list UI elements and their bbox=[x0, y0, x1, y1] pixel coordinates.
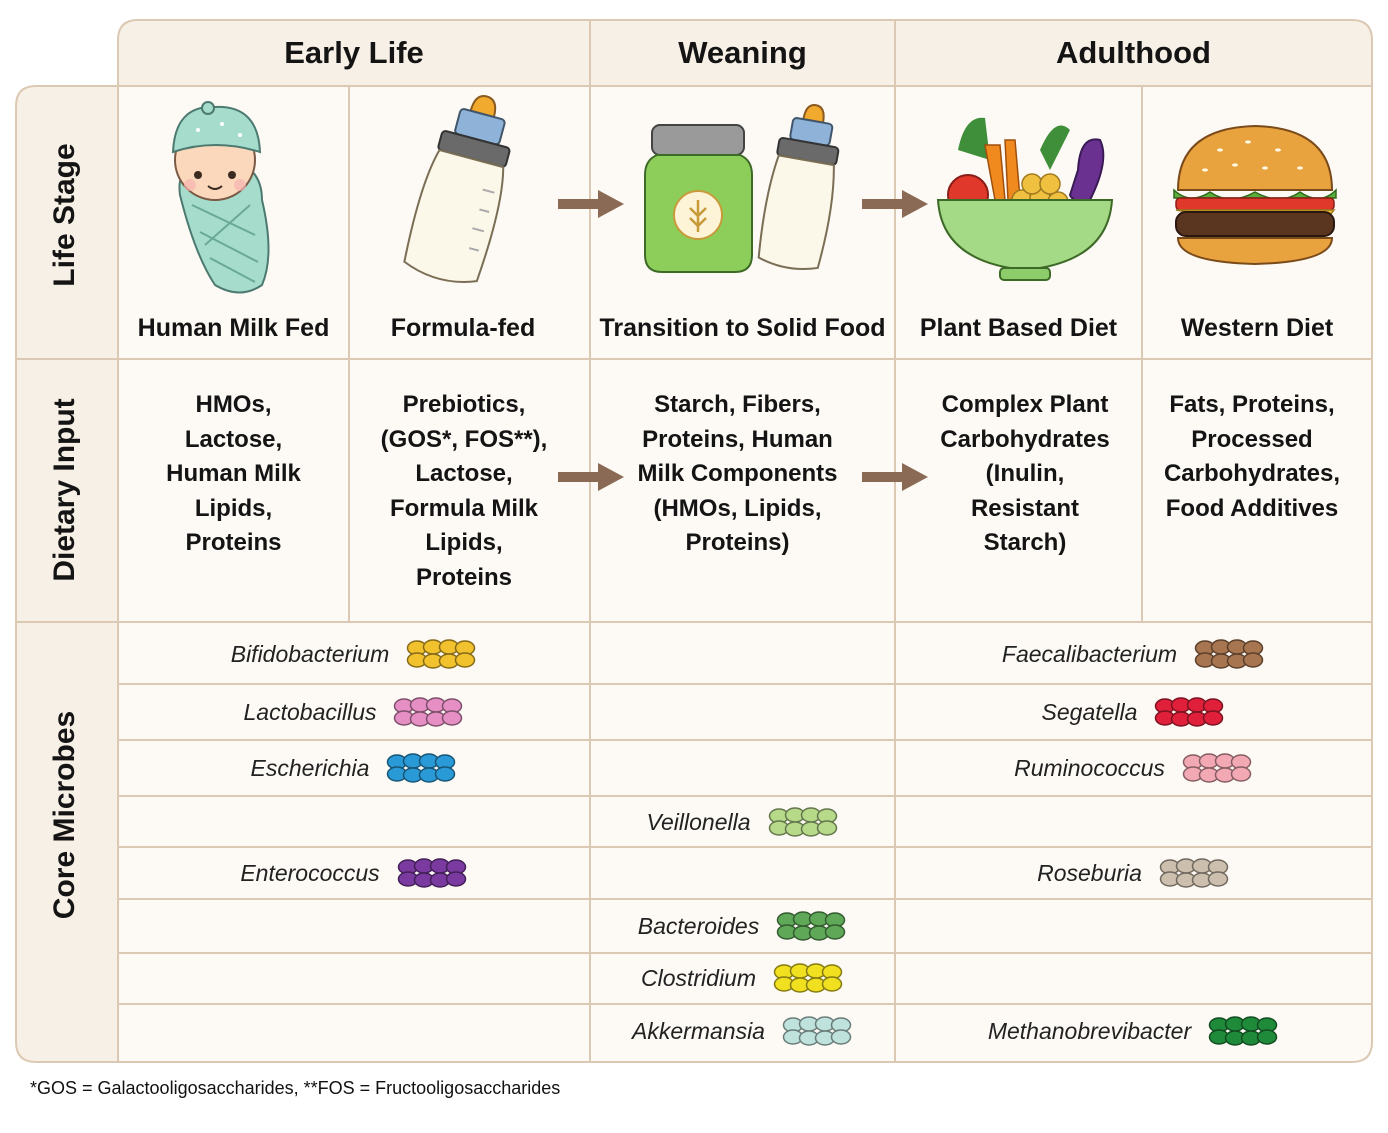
life-stage-transition: Transition to Solid Food bbox=[599, 313, 886, 342]
hamburger-icon bbox=[1173, 124, 1337, 266]
microbe-entry: Veillonella bbox=[590, 802, 895, 842]
microbe-name: Roseburia bbox=[1037, 859, 1142, 886]
microbe-name: Enterococcus bbox=[240, 859, 380, 886]
baby-bottle-icon bbox=[403, 95, 511, 283]
microbe-entry: Bacteroides bbox=[590, 906, 895, 946]
dietary-input-transition: Starch, Fibers, Proteins, Human Milk Com… bbox=[637, 391, 838, 556]
arrow-icon bbox=[862, 190, 928, 218]
bacteria-cluster-icon bbox=[782, 1016, 852, 1046]
arrow-icon bbox=[558, 190, 624, 218]
microbe-entry: Segatella bbox=[895, 692, 1372, 732]
column-header-early-life: Early Life bbox=[284, 35, 424, 70]
bacteria-cluster-icon bbox=[776, 911, 846, 941]
microbe-name: Ruminococcus bbox=[1014, 754, 1165, 781]
microbe-name: Bifidobacterium bbox=[230, 640, 390, 667]
row-label-band bbox=[15, 85, 119, 1063]
grid-lines bbox=[16, 20, 1372, 1062]
microbe-entry: Bifidobacterium bbox=[118, 634, 590, 674]
bacteria-cluster-icon bbox=[1182, 753, 1252, 783]
bacteria-cluster-icon bbox=[1155, 697, 1224, 727]
microbe-entry: Ruminococcus bbox=[895, 748, 1372, 788]
microbe-entry: Roseburia bbox=[895, 853, 1372, 893]
microbe-entry: Clostridium bbox=[590, 958, 895, 998]
bacteria-cluster-icon bbox=[1208, 1016, 1278, 1046]
footnote: *GOS = Galactooligosaccharides, **FOS = … bbox=[30, 1078, 561, 1098]
arrow-icon bbox=[862, 463, 928, 491]
microbe-name: Lactobacillus bbox=[243, 698, 377, 725]
bacteria-cluster-icon bbox=[1194, 639, 1264, 669]
bacteria-cluster-icon bbox=[407, 639, 476, 669]
life-stage-formula-fed: Formula-fed bbox=[390, 313, 536, 342]
bacteria-cluster-icon bbox=[773, 963, 843, 993]
microbe-name: Veillonella bbox=[646, 808, 751, 835]
column-header-weaning: Weaning bbox=[678, 35, 807, 70]
bacteria-cluster-icon bbox=[394, 697, 463, 727]
vegetable-bowl-icon bbox=[936, 117, 1114, 281]
microbe-name: Segatella bbox=[1041, 698, 1138, 725]
dietary-input-human-milk-fed: HMOs, Lactose, Human Milk Lipids, Protei… bbox=[166, 391, 301, 556]
bacteria-cluster-icon bbox=[768, 807, 837, 837]
dietary-input-plant-based: Complex Plant Carbohydrates (Inulin, Res… bbox=[940, 391, 1110, 556]
microbe-name: Faecalibacterium bbox=[1001, 640, 1178, 667]
life-stage-human-milk-fed: Human Milk Fed bbox=[137, 313, 330, 342]
bacteria-cluster-icon bbox=[397, 858, 466, 888]
swaddled-baby-icon bbox=[171, 101, 270, 294]
table-body bbox=[117, 85, 1373, 1063]
microbe-entry: Enterococcus bbox=[118, 853, 590, 893]
microbe-name: Methanobrevibacter bbox=[987, 1017, 1192, 1044]
dietary-input-formula-fed: Prebiotics, (GOS*, FOS**), Lactose, Form… bbox=[380, 391, 548, 591]
microbe-entry: Escherichia bbox=[118, 748, 590, 788]
bacteria-cluster-icon bbox=[1159, 858, 1229, 888]
microbe-entry: Faecalibacterium bbox=[895, 634, 1372, 674]
microbe-name: Akkermansia bbox=[632, 1017, 765, 1044]
microbe-name: Bacteroides bbox=[637, 912, 760, 939]
row-label-core-microbes: Core Microbes bbox=[48, 710, 81, 920]
row-label-life-stage: Life Stage bbox=[48, 143, 81, 287]
life-stage-plant-based: Plant Based Diet bbox=[919, 313, 1118, 342]
baby-food-jar-and-bottle-icon bbox=[644, 103, 840, 273]
microbe-entry: Methanobrevibacter bbox=[895, 1011, 1372, 1051]
arrow-icon bbox=[558, 463, 624, 491]
life-stage-western: Western Diet bbox=[1180, 313, 1334, 342]
dietary-input-western: Fats, Proteins, Processed Carbohydrates,… bbox=[1163, 391, 1341, 522]
microbe-entry: Akkermansia bbox=[590, 1011, 895, 1051]
microbe-name: Clostridium bbox=[640, 964, 757, 991]
column-header-adulthood: Adulthood bbox=[1056, 35, 1211, 70]
microbe-entry: Lactobacillus bbox=[118, 692, 590, 732]
bacteria-cluster-icon bbox=[387, 753, 456, 783]
row-label-dietary-input: Dietary Input bbox=[48, 398, 81, 582]
flow-arrows bbox=[558, 190, 928, 491]
microbe-name: Escherichia bbox=[250, 754, 370, 781]
